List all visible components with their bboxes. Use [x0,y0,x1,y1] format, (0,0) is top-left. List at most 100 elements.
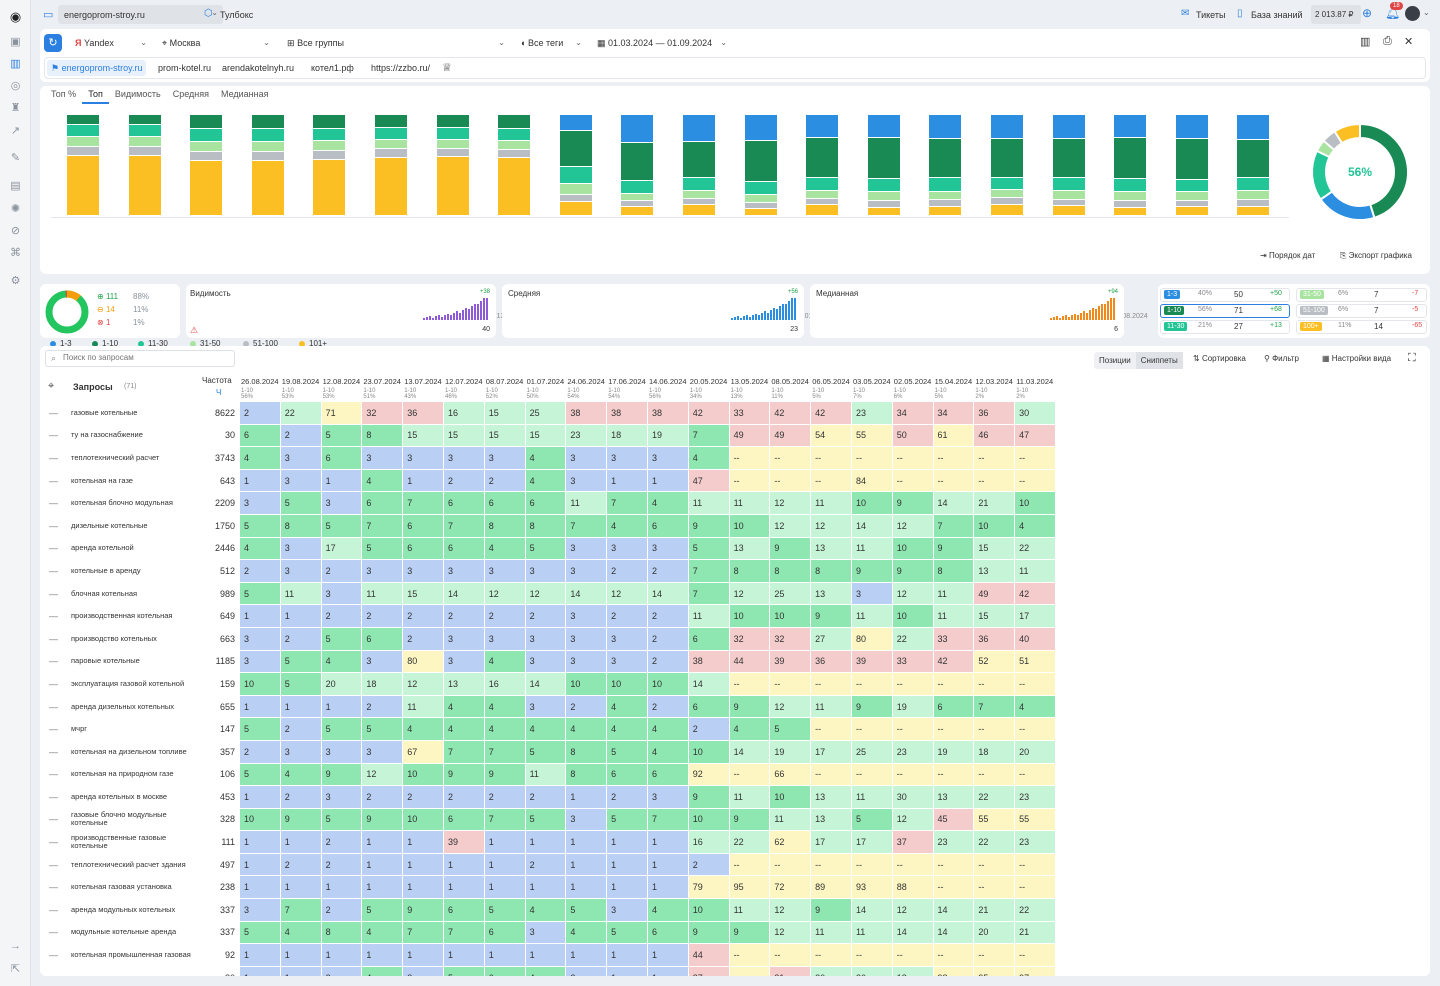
position-cell[interactable]: 7 [565,513,608,538]
position-cell[interactable]: 17 [810,830,852,854]
legend-item-51-100[interactable]: 51-100 [243,339,278,348]
position-cell[interactable]: 5 [606,739,648,764]
position-cell[interactable]: -- [728,852,771,877]
position-cell[interactable]: 2 [402,626,444,651]
position-cell[interactable]: 4 [483,717,526,741]
position-cell[interactable]: 1 [402,943,444,967]
position-cell[interactable]: 7 [932,513,975,538]
position-cell[interactable]: -- [932,672,975,696]
position-cell[interactable]: 7 [442,739,485,764]
table-row[interactable]: — дизельные котельные 1750 5 8 5 7 6 7 8 8 7 4 6 9 10 12… [40,513,1056,538]
position-cell[interactable]: 9 [728,920,771,945]
position-cell[interactable]: 3 [565,649,608,674]
position-cell[interactable]: 9 [728,694,771,719]
position-cell[interactable]: 16 [687,830,730,854]
position-cell[interactable]: -- [850,762,893,787]
position-cell[interactable]: 4 [279,920,322,945]
project-select[interactable]: energoprom-stroy.ru ⌄ [58,5,223,24]
position-cell[interactable]: 1 [646,965,689,976]
position-cell[interactable]: -- [810,762,852,787]
position-cell[interactable]: 36 [973,626,1016,651]
position-cell[interactable]: 88 [891,875,934,900]
position-cell[interactable]: 14 [932,920,975,945]
bar-06.05.2024[interactable] [375,115,407,216]
position-cell[interactable]: -- [850,446,893,470]
position-cell[interactable]: 3 [320,491,363,515]
position-cell[interactable]: 6 [483,920,526,945]
position-cell[interactable]: 67 [402,739,444,764]
position-cell[interactable]: 4 [1014,694,1056,719]
position-cell[interactable]: 3 [279,739,322,764]
position-cell[interactable]: 2 [320,898,363,922]
position-cell[interactable]: 15 [402,423,444,448]
position-cell[interactable]: -- [1014,875,1056,900]
position-cell[interactable]: 4 [524,965,567,976]
remove-row-icon[interactable]: — [40,762,67,787]
position-cell[interactable]: 2 [483,468,526,493]
position-cell[interactable]: 9 [810,898,852,922]
position-cell[interactable]: 55 [1014,807,1056,832]
query-cell[interactable]: дизельные котельные [66,513,197,538]
position-cell[interactable]: 15 [483,423,526,448]
position-cell[interactable]: -- [973,446,1016,470]
table-row[interactable]: — котельная на дизельном топливе 357 2 3 3 3 67… [40,739,1056,764]
position-cell[interactable]: 12 [810,513,852,538]
date-column-header[interactable]: 15.04.2024 [934,377,973,386]
position-cell[interactable]: 20 [1014,739,1056,764]
position-cell[interactable]: 2 [239,401,281,425]
position-cell[interactable]: 1 [279,965,322,976]
table-row[interactable]: — котельная на газе 643 1 3 1 4 1 2 2 4 3 1 1 47 -- -- --… [40,468,1056,493]
position-cell[interactable]: 14 [646,581,689,606]
position-cell[interactable]: 3 [606,649,648,674]
position-cell[interactable]: 6 [646,920,689,945]
legend-item-1-3[interactable]: 1-3 [50,339,72,348]
position-cell[interactable]: 6 [402,513,444,538]
position-cell[interactable]: 80 [850,626,893,651]
position-cell[interactable]: 4 [524,898,567,922]
position-cell[interactable]: 30 [891,785,934,809]
position-cell[interactable]: 1 [239,965,281,976]
position-cell[interactable]: 21 [973,898,1016,922]
position-cell[interactable]: 26 [850,965,893,976]
position-cell[interactable]: 5 [606,920,648,945]
position-cell[interactable]: 3 [606,446,648,470]
position-cell[interactable]: 7 [279,898,322,922]
position-cell[interactable]: 9 [483,762,526,787]
position-cell[interactable]: 4 [606,717,648,741]
position-cell[interactable]: -- [932,762,975,787]
position-cell[interactable]: 13 [810,807,852,832]
position-cell[interactable]: -- [769,943,812,967]
position-cell[interactable]: 7 [687,559,730,583]
remove-row-icon[interactable]: — [40,649,67,674]
position-cell[interactable]: 38 [687,649,730,674]
query-cell[interactable]: котельная на газовом [66,965,197,976]
balance-badge[interactable]: 2 013.87 ₽ [1311,5,1361,24]
bar-08.05.2024[interactable] [436,115,469,216]
bar-13.05.2024[interactable] [498,115,531,216]
position-cell[interactable]: 6 [402,536,444,561]
position-cell[interactable]: 7 [402,920,444,945]
position-cell[interactable]: 4 [361,920,404,945]
position-cell[interactable]: 1 [483,830,526,854]
position-cell[interactable]: 2 [646,626,689,651]
position-cell[interactable]: 10 [565,672,608,696]
position-cell[interactable]: 2 [483,785,526,809]
position-cell[interactable]: 18 [973,739,1016,764]
position-cell[interactable]: 15 [973,604,1016,628]
position-cell[interactable]: 47 [687,468,730,493]
position-cell[interactable]: 20 [973,920,1016,945]
position-cell[interactable]: 10 [402,762,444,787]
position-cell[interactable]: 11 [810,491,852,515]
position-cell[interactable]: 3 [483,559,526,583]
position-cell[interactable]: 1 [361,852,404,877]
site-tab[interactable]: arendakotelnyh.ru [222,63,295,73]
position-cell[interactable]: 3 [442,626,485,651]
position-cell[interactable]: -- [728,943,771,967]
position-cell[interactable]: 11 [850,785,893,809]
table-row[interactable]: — мчрг 147 5 2 5 5 4 4 4 4 4 4 4 2 4 5 -- -- -- -- -- -- [40,717,1056,741]
dashboard-icon[interactable]: ▣ [10,36,21,48]
position-cell[interactable]: -- [1014,468,1056,493]
position-cell[interactable]: 98 [932,965,975,976]
position-cell[interactable]: 11 [402,694,444,719]
position-cell[interactable]: 3 [442,649,485,674]
